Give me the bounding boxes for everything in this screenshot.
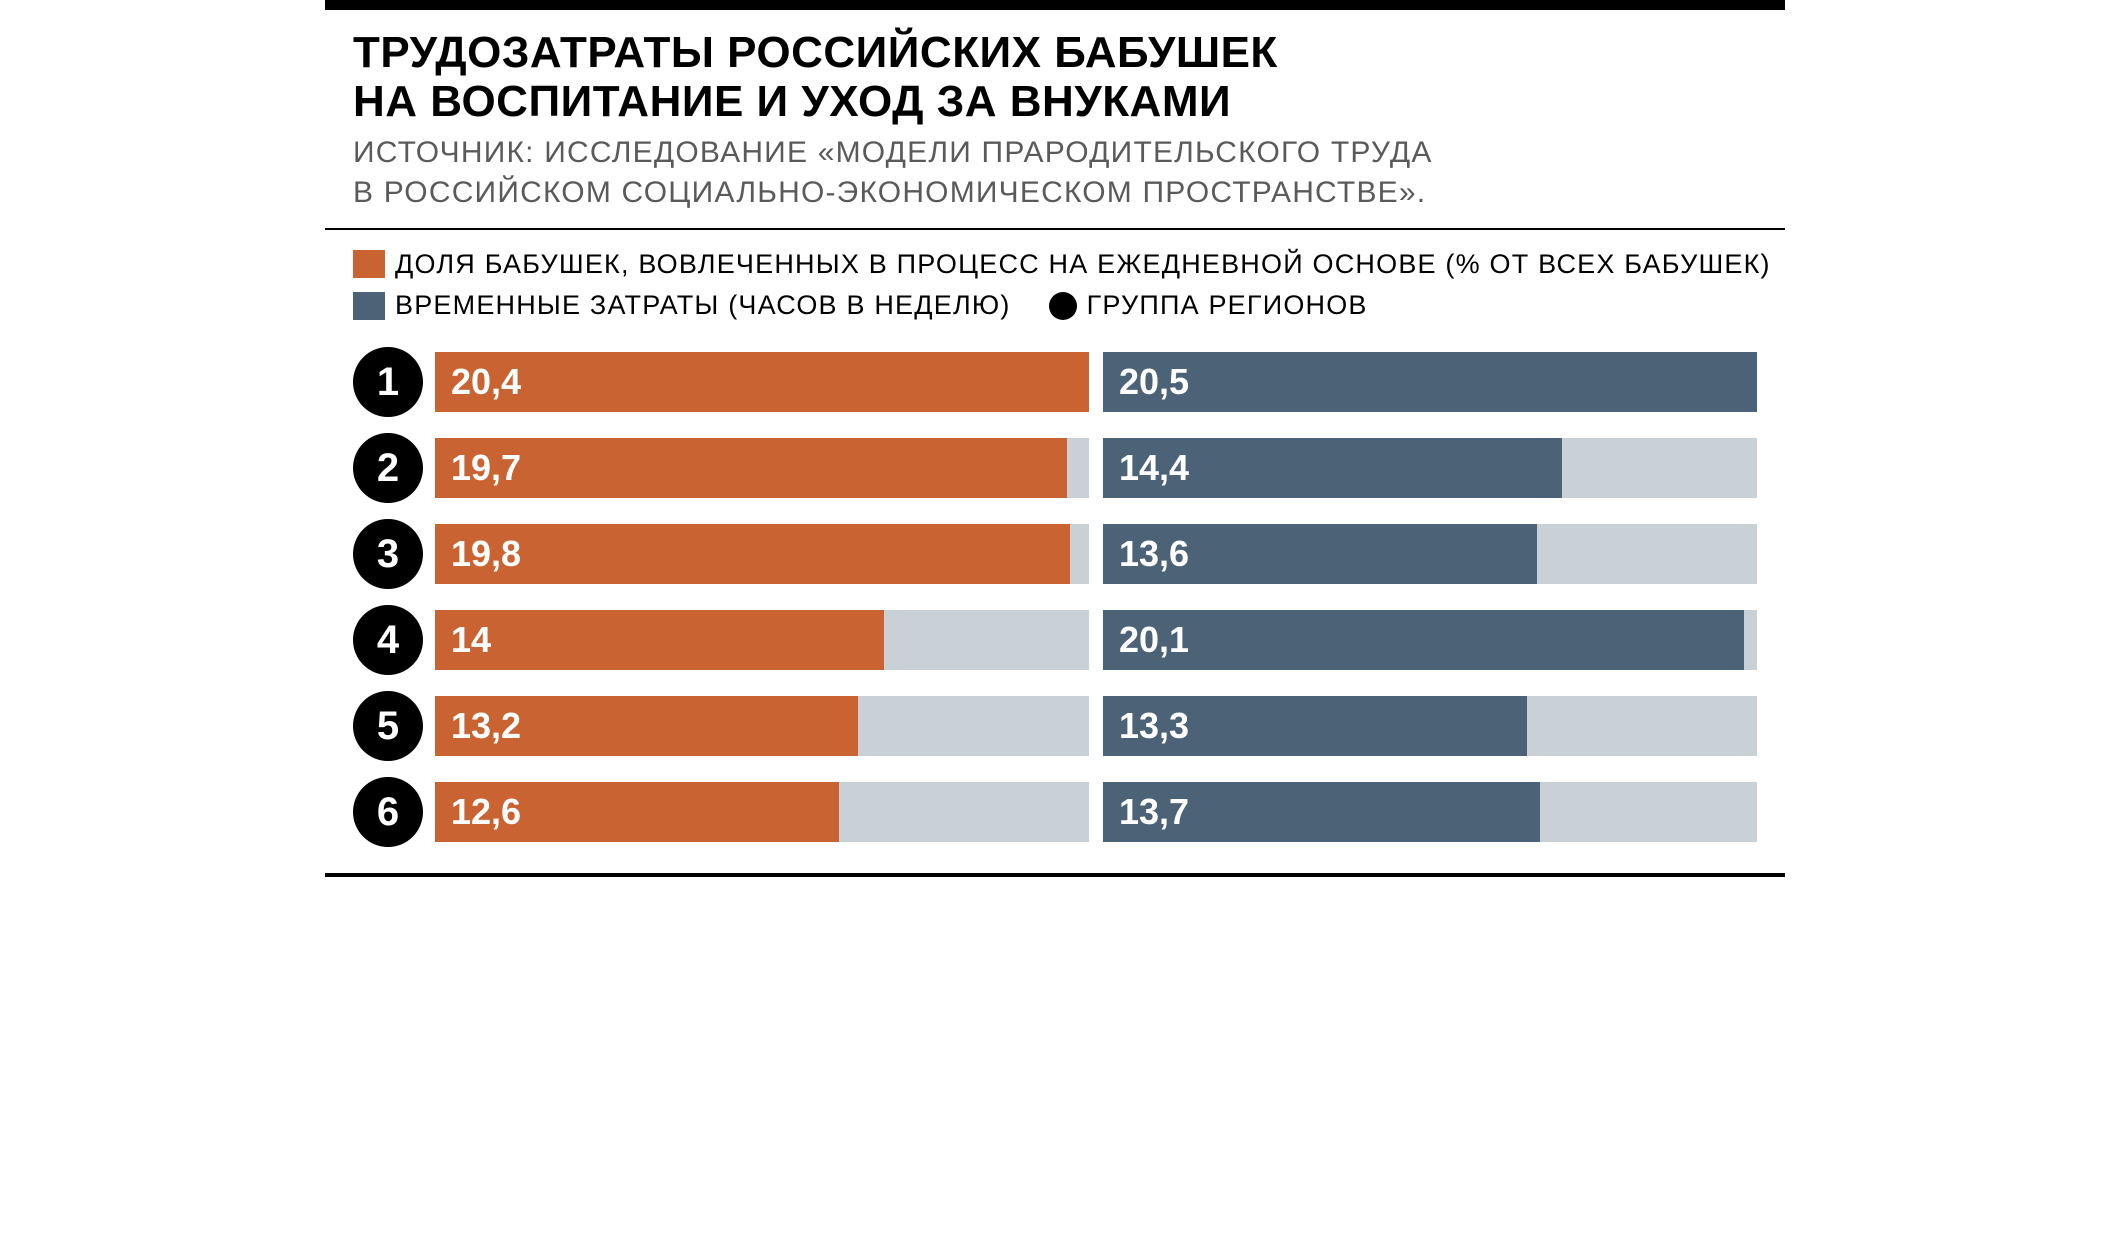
bar-track-b: 20,1 <box>1103 610 1757 670</box>
chart-row: 3 19,8 13,6 <box>353 519 1757 589</box>
legend-swatch-blue <box>353 292 385 320</box>
bar-pair: 19,8 13,6 <box>435 524 1757 584</box>
legend-label-1: ДОЛЯ БАБУШЕК, ВОВЛЕЧЕННЫХ В ПРОЦЕСС НА Е… <box>395 244 1771 286</box>
chart-rows: 120,420,5219,714,4319,813,641420,1513,21… <box>325 341 1785 865</box>
title-line-2: НА ВОСПИТАНИЕ И УХОД ЗА ВНУКАМИ <box>353 77 1231 126</box>
top-rule <box>325 0 1785 10</box>
bar-track-a: 19,8 <box>435 524 1089 584</box>
legend-label-2: ВРЕМЕННЫЕ ЗАТРАТЫ (ЧАСОВ В НЕДЕЛЮ) <box>395 285 1011 327</box>
chart-title: ТРУДОЗАТРАТЫ РОССИЙСКИХ БАБУШЕК НА ВОСПИ… <box>353 28 1785 127</box>
region-badge-label: 3 <box>377 532 399 577</box>
legend-row-1: ДОЛЯ БАБУШЕК, ВОВЛЕЧЕННЫХ В ПРОЦЕСС НА Е… <box>353 244 1785 286</box>
legend-row-2: ВРЕМЕННЫЕ ЗАТРАТЫ (ЧАСОВ В НЕДЕЛЮ) ГРУПП… <box>353 285 1785 327</box>
bar-track-b: 13,7 <box>1103 782 1757 842</box>
bar-fill-b <box>1103 610 1744 670</box>
chart-row: 5 13,2 13,3 <box>353 691 1757 761</box>
region-badge: 4 <box>353 605 423 675</box>
legend-label-3: ГРУППА РЕГИОНОВ <box>1087 285 1368 327</box>
bar-value-b: 20,1 <box>1119 619 1189 661</box>
legend-circle-icon <box>1049 292 1077 320</box>
bar-value-b: 13,6 <box>1119 533 1189 575</box>
region-badge: 3 <box>353 519 423 589</box>
chart-row: 6 12,6 13,7 <box>353 777 1757 847</box>
bar-value-a: 14 <box>451 619 491 661</box>
chart-legend: ДОЛЯ БАБУШЕК, ВОВЛЕЧЕННЫХ В ПРОЦЕСС НА Е… <box>325 230 1785 342</box>
region-badge: 6 <box>353 777 423 847</box>
bar-value-b: 13,3 <box>1119 705 1189 747</box>
bar-value-a: 13,2 <box>451 705 521 747</box>
region-badge-label: 1 <box>377 360 399 405</box>
bar-track-a: 12,6 <box>435 782 1089 842</box>
chart-header: ТРУДОЗАТРАТЫ РОССИЙСКИХ БАБУШЕК НА ВОСПИ… <box>325 10 1785 228</box>
chart-row: 1 20,4 20,5 <box>353 347 1757 417</box>
bar-pair: 13,2 13,3 <box>435 696 1757 756</box>
bar-pair: 20,4 20,5 <box>435 352 1757 412</box>
region-badge: 2 <box>353 433 423 503</box>
bar-track-a: 13,2 <box>435 696 1089 756</box>
bar-track-b: 20,5 <box>1103 352 1757 412</box>
chart-source: ИСТОЧНИК: ИССЛЕДОВАНИЕ «МОДЕЛИ ПРАРОДИТЕ… <box>353 133 1785 214</box>
region-badge-label: 2 <box>377 446 399 491</box>
title-line-1: ТРУДОЗАТРАТЫ РОССИЙСКИХ БАБУШЕК <box>353 28 1278 77</box>
bar-fill-a <box>435 610 884 670</box>
bar-fill-a <box>435 438 1067 498</box>
bar-pair: 12,6 13,7 <box>435 782 1757 842</box>
legend-swatch-orange <box>353 250 385 278</box>
chart-row: 4 14 20,1 <box>353 605 1757 675</box>
bar-value-a: 19,8 <box>451 533 521 575</box>
region-badge-label: 4 <box>377 618 399 663</box>
bar-track-b: 13,6 <box>1103 524 1757 584</box>
bar-track-b: 14,4 <box>1103 438 1757 498</box>
bar-value-b: 13,7 <box>1119 791 1189 833</box>
bar-fill-a <box>435 524 1070 584</box>
source-line-1: ИСТОЧНИК: ИССЛЕДОВАНИЕ «МОДЕЛИ ПРАРОДИТЕ… <box>353 136 1433 169</box>
region-badge-label: 6 <box>377 790 399 835</box>
bar-fill-a <box>435 352 1089 412</box>
bar-value-a: 20,4 <box>451 361 521 403</box>
bar-value-a: 19,7 <box>451 447 521 489</box>
chart-container: ТРУДОЗАТРАТЫ РОССИЙСКИХ БАБУШЕК НА ВОСПИ… <box>325 0 1785 877</box>
chart-row: 2 19,7 14,4 <box>353 433 1757 503</box>
bar-fill-b <box>1103 352 1757 412</box>
source-line-2: В РОССИЙСКОМ СОЦИАЛЬНО-ЭКОНОМИЧЕСКОМ ПРО… <box>353 176 1426 209</box>
region-badge: 1 <box>353 347 423 417</box>
bar-pair: 19,7 14,4 <box>435 438 1757 498</box>
bar-pair: 14 20,1 <box>435 610 1757 670</box>
region-badge: 5 <box>353 691 423 761</box>
bar-value-b: 14,4 <box>1119 447 1189 489</box>
bar-track-a: 14 <box>435 610 1089 670</box>
bar-track-a: 20,4 <box>435 352 1089 412</box>
bar-value-b: 20,5 <box>1119 361 1189 403</box>
bar-value-a: 12,6 <box>451 791 521 833</box>
bottom-rule <box>325 873 1785 877</box>
bar-track-a: 19,7 <box>435 438 1089 498</box>
region-badge-label: 5 <box>377 704 399 749</box>
bar-track-b: 13,3 <box>1103 696 1757 756</box>
